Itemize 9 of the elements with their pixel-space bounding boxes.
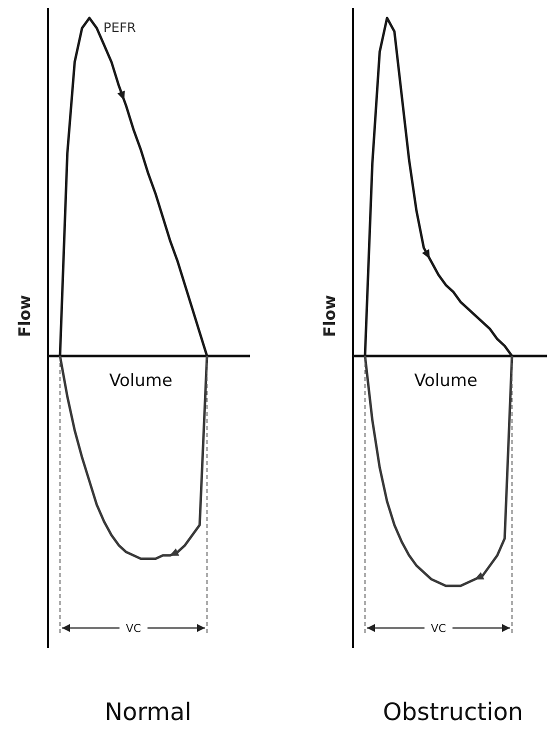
text: VC bbox=[430, 622, 446, 635]
text: VC bbox=[126, 622, 142, 635]
y-axis-title: Flow bbox=[320, 294, 339, 338]
x-axis-title: Volume bbox=[109, 371, 172, 391]
x-axis-title: Volume bbox=[414, 371, 478, 391]
text: Obstruction bbox=[382, 698, 524, 726]
y-axis-title: Flow bbox=[15, 294, 34, 338]
annotation: PEFR bbox=[103, 21, 136, 36]
text: Normal bbox=[104, 698, 192, 726]
